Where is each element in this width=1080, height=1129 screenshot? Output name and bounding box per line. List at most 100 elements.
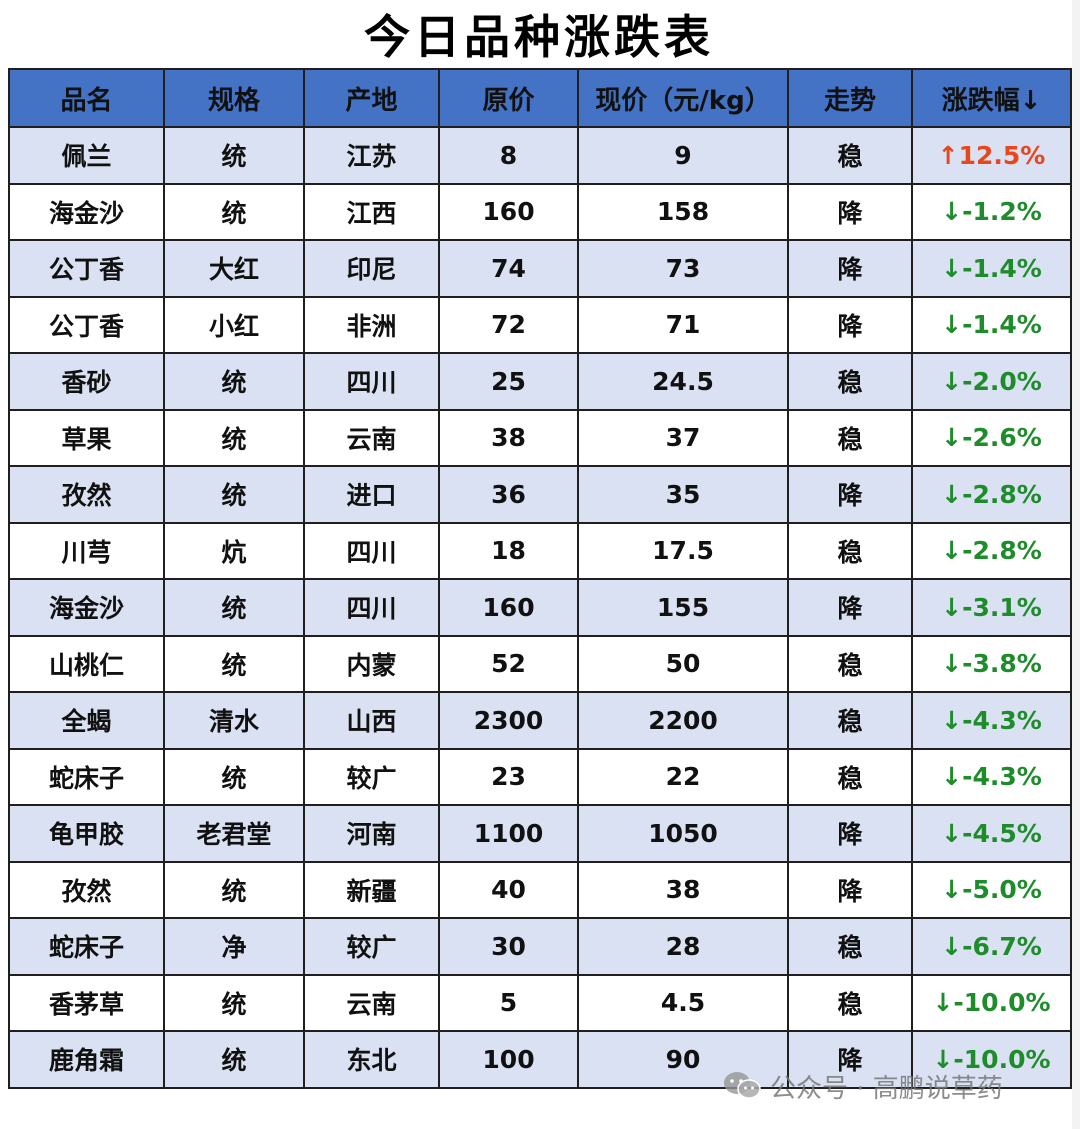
table-row: 草果统云南 38 37 稳 ↓-2.6% [8,408,1072,467]
cell-new-price: 4.5 [577,973,789,1032]
cell-spec: 净 [163,917,305,976]
cell-name: 鹿角霜 [8,1030,165,1089]
cell-name: 草果 [8,408,165,467]
table-row: 香砂统四川 25 24.5 稳 ↓-2.0% [8,352,1072,411]
cell-old-price: 74 [438,239,579,298]
cell-change: ↓-1.4% [911,239,1072,298]
cell-old-price: 18 [438,521,579,580]
cell-old-price: 8 [438,126,579,185]
cell-change: ↓-2.6% [911,408,1072,467]
table-row: 蛇床子统较广 23 22 稳 ↓-4.3% [8,747,1072,806]
cell-spec: 统 [163,634,305,693]
cell-trend: 降 [787,295,913,354]
cell-name: 公丁香 [8,239,165,298]
cell-old-price: 100 [438,1030,579,1089]
cell-old-price: 5 [438,973,579,1032]
header-spec[interactable]: 规格 [163,68,305,128]
cell-origin: 新疆 [303,860,440,919]
table-row: 海金沙统四川 160 155 降 ↓-3.1% [8,578,1072,637]
cell-origin: 东北 [303,1030,440,1089]
table-row: 香茅草统云南 5 4.5 稳 ↓-10.0% [8,973,1072,1032]
table-row: 佩兰统江苏 8 9 稳 ↑12.5% [8,126,1072,185]
cell-trend: 稳 [787,634,913,693]
cell-trend: 降 [787,860,913,919]
cell-new-price: 158 [577,182,789,241]
header-change[interactable]: 涨跌幅↓ [911,68,1072,128]
cell-name: 蛇床子 [8,747,165,806]
cell-old-price: 23 [438,747,579,806]
header-name[interactable]: 品名 [8,68,165,128]
cell-spec: 小红 [163,295,305,354]
cell-new-price: 24.5 [577,352,789,411]
table-row: 海金沙统江西 160 158 降 ↓-1.2% [8,182,1072,241]
table-row: 公丁香 大红 印尼 74 73 降 ↓-1.4% [8,239,1072,298]
cell-change: ↓-10.0% [911,1030,1072,1089]
table-row: 全蝎 清水 山西 2300 2200 稳 ↓-4.3% [8,691,1072,750]
cell-trend: 降 [787,465,913,524]
cell-change: ↓-3.8% [911,634,1072,693]
cell-name: 全蝎 [8,691,165,750]
cell-old-price: 1100 [438,804,579,863]
cell-origin: 河南 [303,804,440,863]
cell-old-price: 52 [438,634,579,693]
table-row: 孜然统新疆 40 38 降 ↓-5.0% [8,860,1072,919]
cell-change: ↓-1.2% [911,182,1072,241]
header-origin[interactable]: 产地 [303,68,440,128]
price-change-table: 品名 规格 产地 原价 现价（元/kg） 走势 涨跌幅↓ 佩兰统江苏 8 9 稳 ↑12… [8,68,1072,1089]
table-header-row: 品名 规格 产地 原价 现价（元/kg） 走势 涨跌幅↓ [8,68,1072,128]
cell-old-price: 36 [438,465,579,524]
table-row: 鹿角霜统东北 100 90 降 ↓-10.0% [8,1030,1072,1089]
cell-change: ↓-6.7% [911,917,1072,976]
table-row: 龟甲胶 老君堂 河南 1100 1050 降 ↓-4.5% [8,804,1072,863]
cell-new-price: 35 [577,465,789,524]
cell-change: ↑12.5% [911,126,1072,185]
table-row: 公丁香 小红 非洲 72 71 降 ↓-1.4% [8,295,1072,354]
cell-old-price: 30 [438,917,579,976]
cell-new-price: 71 [577,295,789,354]
cell-trend: 降 [787,804,913,863]
cell-change: ↓-2.8% [911,465,1072,524]
cell-name: 香茅草 [8,973,165,1032]
cell-change: ↓-3.1% [911,578,1072,637]
header-new-price[interactable]: 现价（元/kg） [577,68,789,128]
cell-origin: 江西 [303,182,440,241]
cell-name: 公丁香 [8,295,165,354]
cell-trend: 稳 [787,691,913,750]
cell-origin: 较广 [303,747,440,806]
cell-origin: 非洲 [303,295,440,354]
cell-name: 山桃仁 [8,634,165,693]
cell-name: 海金沙 [8,578,165,637]
cell-origin: 四川 [303,521,440,580]
cell-new-price: 37 [577,408,789,467]
cell-trend: 稳 [787,408,913,467]
cell-spec: 统 [163,860,305,919]
cell-trend: 稳 [787,352,913,411]
cell-new-price: 9 [577,126,789,185]
cell-trend: 降 [787,239,913,298]
cell-change: ↓-4.3% [911,747,1072,806]
cell-spec: 统 [163,352,305,411]
cell-old-price: 25 [438,352,579,411]
cell-trend: 稳 [787,521,913,580]
cell-spec: 统 [163,578,305,637]
cell-spec: 统 [163,126,305,185]
cell-name: 海金沙 [8,182,165,241]
cell-spec: 炕 [163,521,305,580]
cell-name: 龟甲胶 [8,804,165,863]
header-trend[interactable]: 走势 [787,68,913,128]
cell-old-price: 160 [438,578,579,637]
cell-origin: 云南 [303,408,440,467]
cell-change: ↓-4.5% [911,804,1072,863]
cell-new-price: 73 [577,239,789,298]
cell-origin: 进口 [303,465,440,524]
cell-trend: 降 [787,1030,913,1089]
header-old-price[interactable]: 原价 [438,68,579,128]
cell-origin: 四川 [303,578,440,637]
cell-trend: 稳 [787,973,913,1032]
cell-change: ↓-2.8% [911,521,1072,580]
cell-origin: 江苏 [303,126,440,185]
cell-new-price: 155 [577,578,789,637]
cell-spec: 统 [163,465,305,524]
cell-spec: 统 [163,747,305,806]
cell-origin: 云南 [303,973,440,1032]
